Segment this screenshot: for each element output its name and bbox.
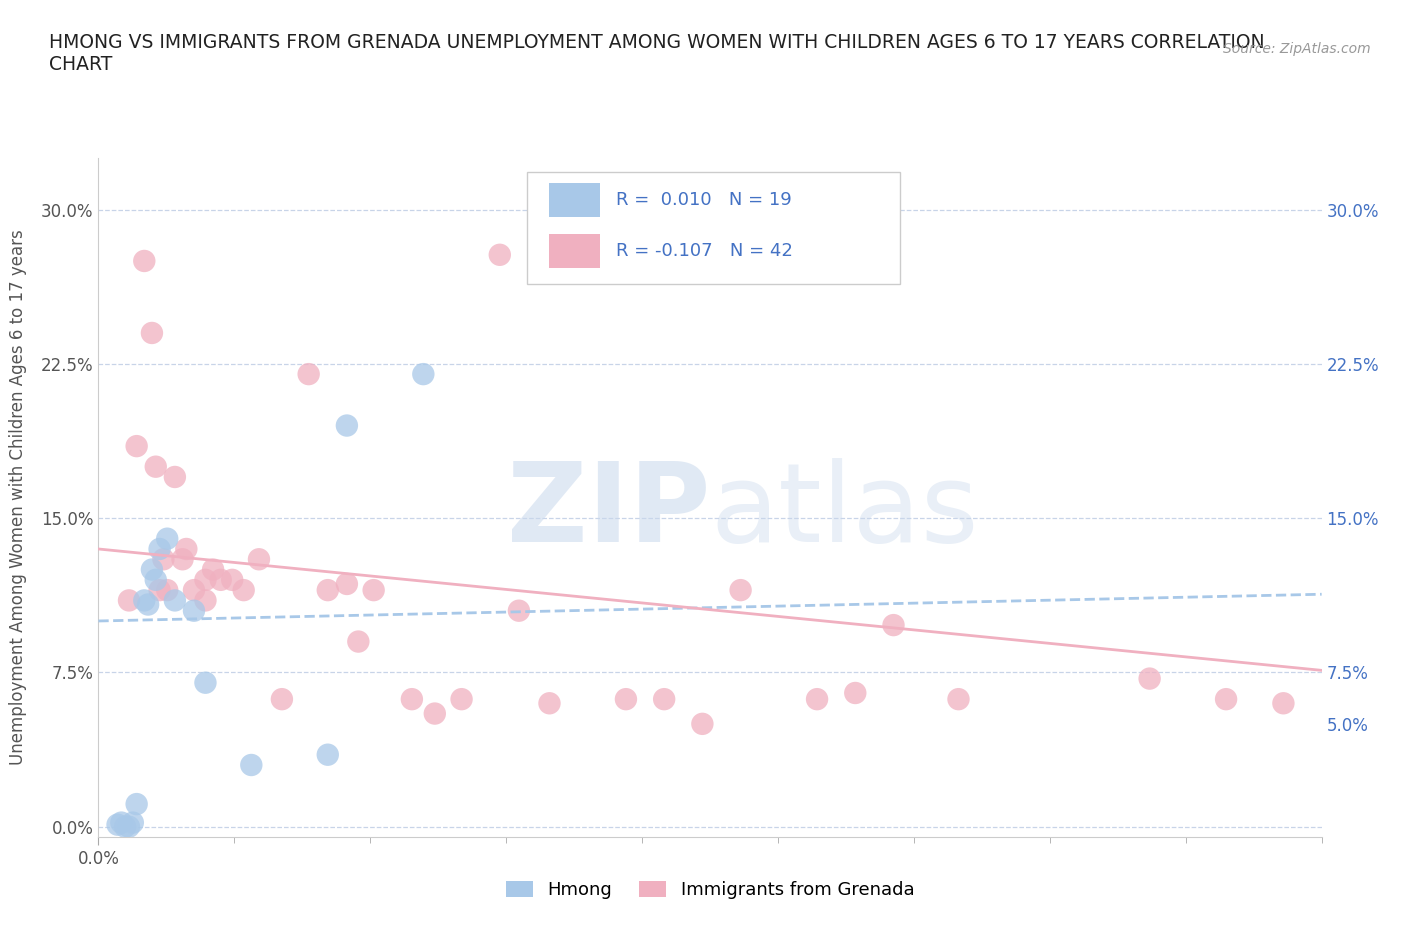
Point xyxy=(156,583,179,598)
Point xyxy=(134,593,156,608)
FancyBboxPatch shape xyxy=(548,183,600,218)
Point xyxy=(183,604,205,618)
Point xyxy=(149,541,172,556)
Point xyxy=(141,326,163,340)
Point xyxy=(232,583,254,598)
Point xyxy=(163,593,186,608)
Point xyxy=(1272,696,1295,711)
Point xyxy=(692,716,714,731)
Point xyxy=(163,470,186,485)
Point xyxy=(298,366,321,381)
Point xyxy=(136,597,159,612)
Point xyxy=(270,692,294,707)
Point xyxy=(652,692,675,707)
Point xyxy=(508,604,530,618)
Point xyxy=(125,439,148,454)
Point xyxy=(172,551,194,566)
Point xyxy=(145,459,167,474)
Point xyxy=(152,551,174,566)
Point xyxy=(221,572,243,587)
Point xyxy=(948,692,970,707)
Point xyxy=(149,583,172,598)
Point xyxy=(183,583,205,598)
Point xyxy=(110,816,132,830)
Point xyxy=(1139,671,1161,686)
Point xyxy=(121,816,143,830)
Point xyxy=(347,634,370,649)
Point xyxy=(614,692,637,707)
Point xyxy=(401,692,423,707)
Point xyxy=(363,583,385,598)
Point xyxy=(156,531,179,546)
Point xyxy=(247,551,270,566)
Point xyxy=(336,418,359,433)
Point xyxy=(240,758,263,773)
Point xyxy=(118,819,141,834)
Point xyxy=(134,254,156,269)
Point xyxy=(423,706,446,721)
Point xyxy=(730,583,752,598)
Point xyxy=(538,696,561,711)
Point xyxy=(176,541,198,556)
Point xyxy=(1215,692,1237,707)
Point xyxy=(316,583,339,598)
Point xyxy=(412,366,434,381)
Point xyxy=(141,562,163,577)
Text: ZIP: ZIP xyxy=(506,458,710,565)
Point xyxy=(806,692,828,707)
Point xyxy=(194,593,217,608)
Y-axis label: Unemployment Among Women with Children Ages 6 to 17 years: Unemployment Among Women with Children A… xyxy=(8,230,27,765)
Point xyxy=(125,797,148,812)
Text: atlas: atlas xyxy=(710,458,979,565)
Point xyxy=(883,618,905,632)
Point xyxy=(194,675,217,690)
Point xyxy=(202,562,225,577)
Text: HMONG VS IMMIGRANTS FROM GRENADA UNEMPLOYMENT AMONG WOMEN WITH CHILDREN AGES 6 T: HMONG VS IMMIGRANTS FROM GRENADA UNEMPLO… xyxy=(49,33,1265,73)
Text: R = -0.107   N = 42: R = -0.107 N = 42 xyxy=(616,242,793,259)
Point xyxy=(336,577,359,591)
Point xyxy=(209,572,232,587)
Point xyxy=(488,247,510,262)
Point xyxy=(450,692,472,707)
Point xyxy=(844,685,866,700)
Point xyxy=(107,817,129,832)
Text: Source: ZipAtlas.com: Source: ZipAtlas.com xyxy=(1223,42,1371,56)
Point xyxy=(114,819,136,834)
FancyBboxPatch shape xyxy=(526,172,900,284)
Legend: Hmong, Immigrants from Grenada: Hmong, Immigrants from Grenada xyxy=(499,873,921,906)
Point xyxy=(316,748,339,763)
Text: R =  0.010   N = 19: R = 0.010 N = 19 xyxy=(616,192,792,209)
Point xyxy=(194,572,217,587)
Point xyxy=(118,593,141,608)
Point xyxy=(145,572,167,587)
FancyBboxPatch shape xyxy=(548,233,600,268)
